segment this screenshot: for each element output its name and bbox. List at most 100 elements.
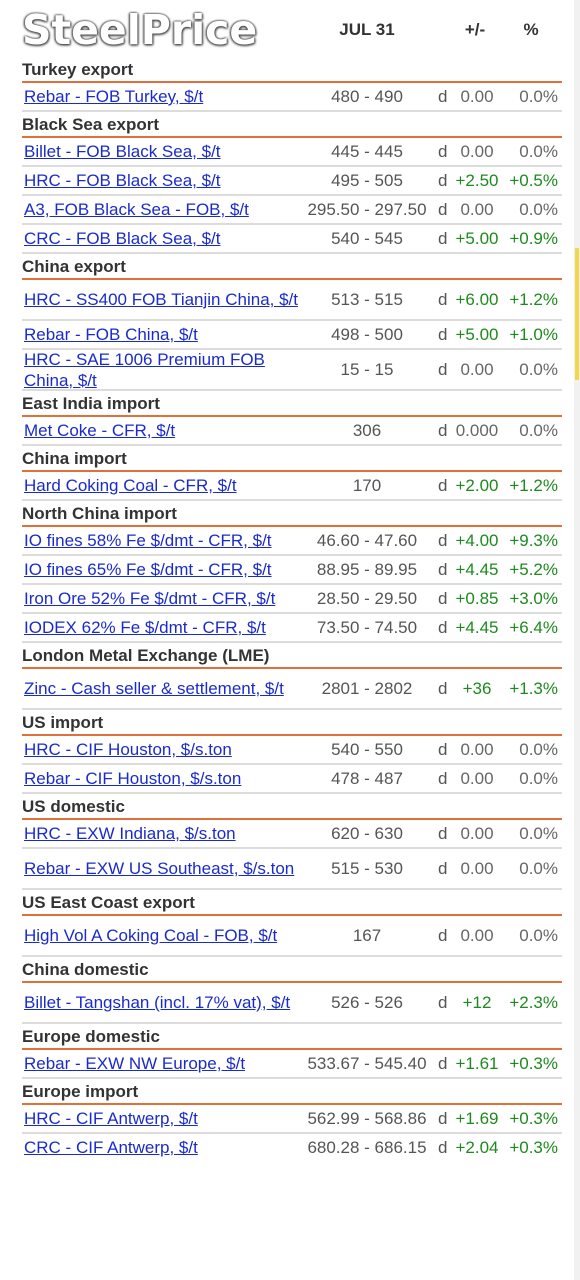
period-marker: d [438, 925, 448, 945]
period-marker: d [438, 1137, 448, 1157]
period-marker: d [438, 141, 448, 161]
product-cell: A3, FOB Black Sea - FOB, $/t [24, 196, 299, 223]
scrollbar-thumb[interactable] [575, 248, 579, 380]
product-link[interactable]: Rebar - FOB Turkey, $/t [24, 87, 204, 106]
change-percent: +2.3% [509, 992, 558, 1012]
period-marker: d [438, 768, 448, 788]
price-range: 540 - 545 [331, 228, 403, 248]
product-cell: Rebar - FOB China, $/t [24, 321, 299, 348]
price-range: 513 - 515 [331, 289, 403, 309]
change-percent: 0.0% [519, 925, 558, 945]
change-percent: +3.0% [509, 588, 558, 608]
product-cell: IO fines 65% Fe $/dmt - CFR, $/t [24, 556, 299, 583]
price-row: IO fines 58% Fe $/dmt - CFR, $/t 46.60 - … [22, 527, 562, 556]
product-link[interactable]: CRC - FOB Black Sea, $/t [24, 229, 221, 248]
product-link[interactable]: Rebar - FOB China, $/t [24, 325, 198, 344]
change-percent: +0.3% [509, 1108, 558, 1128]
price-range: 73.50 - 74.50 [316, 617, 418, 637]
date-column-header: JUL 31 [339, 20, 395, 39]
product-link[interactable]: IO fines 58% Fe $/dmt - CFR, $/t [24, 531, 272, 550]
change-percent: +0.5% [509, 170, 558, 190]
price-range: 2801 - 2802 [321, 678, 413, 698]
period-marker: d [438, 359, 448, 379]
price-range: 445 - 445 [331, 141, 403, 161]
product-cell: Iron Ore 52% Fe $/dmt - CFR, $/t [24, 585, 299, 612]
product-link[interactable]: HRC - CIF Houston, $/s.ton [24, 740, 232, 759]
price-range: 680.28 - 686.15 [307, 1137, 427, 1157]
period-marker: d [438, 1053, 448, 1073]
price-range: 306 [352, 420, 382, 440]
section-header: Black Sea export [22, 112, 562, 138]
period-marker: d [438, 858, 448, 878]
price-row: Billet - FOB Black Sea, $/t 445 - 445 d 0.0… [22, 138, 562, 167]
price-range: 515 - 530 [331, 858, 403, 878]
product-link[interactable]: Billet - FOB Black Sea, $/t [24, 142, 221, 161]
price-row: Iron Ore 52% Fe $/dmt - CFR, $/t 28.50 - … [22, 585, 562, 614]
product-link[interactable]: HRC - FOB Black Sea, $/t [24, 171, 221, 190]
change-value: +4.45 [455, 559, 499, 579]
product-link[interactable]: Billet - Tangshan (incl. 17% vat), $/t [24, 993, 291, 1012]
product-link[interactable]: CRC - CIF Antwerp, $/t [24, 1138, 198, 1157]
price-row: HRC - SS400 FOB Tianjin China, $/t 513 - … [22, 280, 562, 321]
product-link[interactable]: Iron Ore 52% Fe $/dmt - CFR, $/t [24, 589, 276, 608]
product-link[interactable]: Hard Coking Coal - CFR, $/t [24, 476, 237, 495]
price-row: HRC - FOB Black Sea, $/t 495 - 505 d +2.50 +… [22, 167, 562, 196]
product-link[interactable]: Rebar - EXW NW Europe, $/t [24, 1054, 246, 1073]
period-marker: d [438, 170, 448, 190]
price-row: CRC - FOB Black Sea, $/t 540 - 545 d +5.00 +… [22, 225, 562, 254]
period-marker: d [438, 324, 448, 344]
product-cell: CRC - FOB Black Sea, $/t [24, 225, 299, 252]
product-link[interactable]: HRC - SAE 1006 Premium FOB China, $/t [24, 349, 265, 390]
price-range: 526 - 526 [331, 992, 403, 1012]
change-value: +6.00 [455, 289, 499, 309]
product-cell: HRC - FOB Black Sea, $/t [24, 167, 299, 194]
price-row: Met Coke - CFR, $/t 306 d 0.000 0.0% [22, 417, 562, 446]
product-link[interactable]: Rebar - EXW US Southeast, $/s.ton [24, 859, 295, 878]
price-range: 170 [352, 475, 382, 495]
product-link[interactable]: A3, FOB Black Sea - FOB, $/t [24, 200, 249, 219]
product-cell: Met Coke - CFR, $/t [24, 417, 299, 444]
period-marker: d [438, 1108, 448, 1128]
change-value: +0.85 [455, 588, 499, 608]
change-value: 0.000 [455, 420, 499, 440]
site-logo[interactable]: SteelPrice [22, 6, 258, 54]
change-percent: 0.0% [519, 768, 558, 788]
product-link[interactable]: High Vol A Coking Coal - FOB, $/t [24, 926, 278, 945]
product-cell: HRC - SS400 FOB Tianjin China, $/t [24, 280, 299, 319]
section-header: Turkey export [22, 57, 562, 83]
product-cell: HRC - CIF Antwerp, $/t [24, 1105, 299, 1132]
change-percent: 0.0% [519, 199, 558, 219]
period-marker: d [438, 823, 448, 843]
product-link[interactable]: HRC - SS400 FOB Tianjin China, $/t [24, 290, 299, 309]
period-marker: d [438, 475, 448, 495]
section-header: London Metal Exchange (LME) [22, 643, 562, 669]
price-row: Rebar - FOB Turkey, $/t 480 - 490 d 0.00 0.0… [22, 83, 562, 112]
percent-column-header: % [523, 20, 539, 39]
price-range: 46.60 - 47.60 [316, 530, 418, 550]
product-cell: IODEX 62% Fe $/dmt - CFR, $/t [24, 614, 299, 641]
price-range: 620 - 630 [331, 823, 403, 843]
product-link[interactable]: IO fines 65% Fe $/dmt - CFR, $/t [24, 560, 272, 579]
change-percent: 0.0% [519, 86, 558, 106]
period-marker: d [438, 617, 448, 637]
product-link[interactable]: Rebar - CIF Houston, $/s.ton [24, 769, 242, 788]
product-link[interactable]: Zinc - Cash seller & settlement, $/t [24, 679, 284, 698]
change-value: +36 [462, 678, 492, 698]
change-value: +4.45 [455, 617, 499, 637]
price-range: 295.50 - 297.50 [307, 199, 427, 219]
period-marker: d [438, 559, 448, 579]
price-range: 498 - 500 [331, 324, 403, 344]
product-link[interactable]: Met Coke - CFR, $/t [24, 421, 176, 440]
scrollbar-track[interactable] [574, 0, 580, 1280]
product-cell: Billet - Tangshan (incl. 17% vat), $/t [24, 983, 299, 1022]
product-link[interactable]: HRC - EXW Indiana, $/s.ton [24, 824, 236, 843]
price-row: High Vol A Coking Coal - FOB, $/t 167 d 0.0… [22, 916, 562, 957]
product-link[interactable]: IODEX 62% Fe $/dmt - CFR, $/t [24, 618, 266, 637]
product-link[interactable]: HRC - CIF Antwerp, $/t [24, 1109, 198, 1128]
change-value: 0.00 [460, 768, 494, 788]
price-row: Rebar - EXW US Southeast, $/s.ton 515 - 5… [22, 849, 562, 890]
product-cell: Rebar - FOB Turkey, $/t [24, 83, 299, 110]
price-row: Zinc - Cash seller & settlement, $/t 2801… [22, 669, 562, 710]
change-percent: +1.2% [509, 289, 558, 309]
section-header: China domestic [22, 957, 562, 983]
